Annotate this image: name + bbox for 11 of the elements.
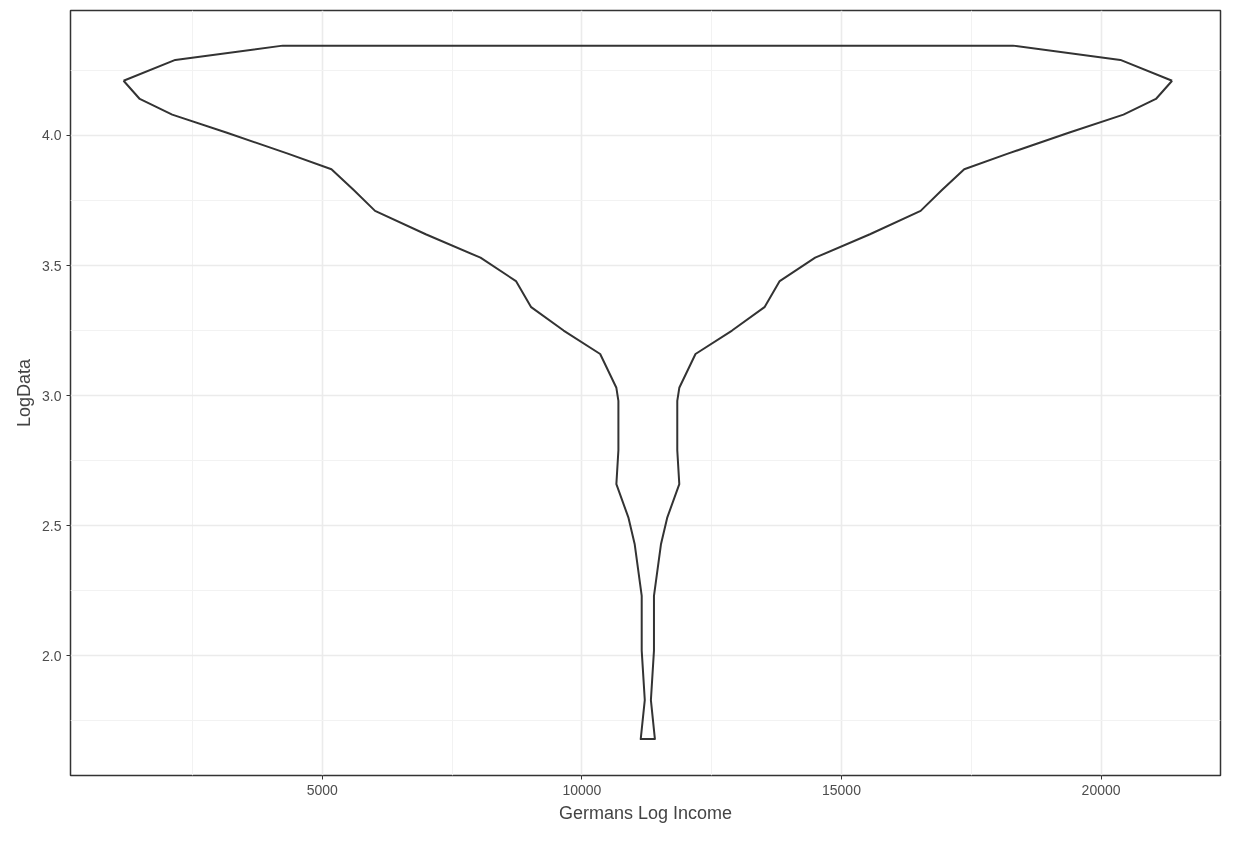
- y-tick-label: 3.0: [42, 387, 62, 404]
- x-tick-label: 20000: [1081, 781, 1121, 798]
- y-tick-label: 2.0: [42, 647, 62, 664]
- x-axis-title: Germans Log Income: [558, 802, 733, 823]
- y-tick-label: 4.0: [42, 127, 62, 144]
- y-tick-label: 2.5: [42, 517, 62, 534]
- x-tick-label: 10000: [562, 781, 602, 798]
- y-axis-title: LogData: [14, 357, 35, 428]
- x-tick-label: 15000: [822, 781, 862, 798]
- x-tick-label: 5000: [306, 781, 339, 798]
- y-tick-label: 3.5: [42, 257, 62, 274]
